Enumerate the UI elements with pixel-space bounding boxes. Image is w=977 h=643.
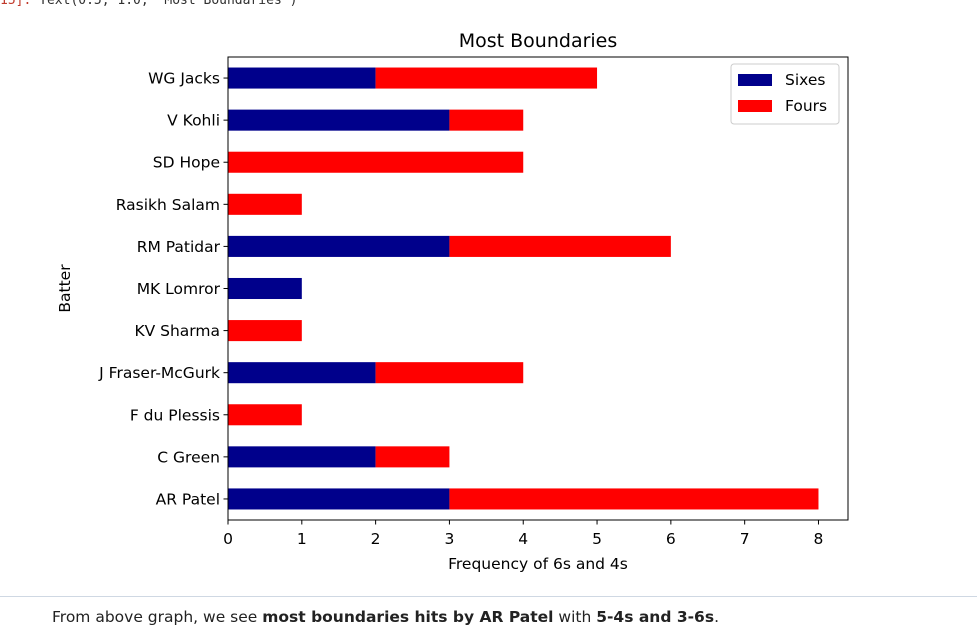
y-axis-label: Batter <box>56 264 74 313</box>
caption-bold-1: most boundaries hits by AR Patel <box>262 608 554 626</box>
x-tick-label-1: 1 <box>297 530 307 548</box>
y-tick-label-ar-patel: AR Patel <box>156 490 220 508</box>
y-tick-label-rm-patidar: RM Patidar <box>137 238 221 256</box>
y-tick-label-c-green: C Green <box>157 448 220 466</box>
bar-sixes-mk-lomror <box>228 277 302 300</box>
bar-fours-v-kohli <box>449 109 524 131</box>
bar-fours-rasikh-salam <box>228 193 302 215</box>
output-prompt: 15]: <box>0 0 32 8</box>
caption-suffix: . <box>714 608 719 626</box>
caption-bold-2: 5-4s and 3-6s <box>596 608 715 626</box>
chart-title: Most Boundaries <box>459 30 618 52</box>
output-text: Text(0.5, 1.0, 'Most Boundaries') <box>39 0 298 8</box>
y-tick-label-f-du-plessis: F du Plessis <box>130 406 220 424</box>
bar-fours-j-fraser-mcgurk <box>375 362 524 384</box>
x-tick-label-6: 6 <box>666 530 676 548</box>
bar-sixes-wg-jacks <box>228 67 376 89</box>
y-tick-label-rasikh-salam: Rasikh Salam <box>116 196 220 214</box>
stacked-bar-chart: AR Patel C Green F du Plessis J Fraser-McGu… <box>56 30 849 573</box>
bar-sixes-ar-patel <box>228 488 450 510</box>
bar-fours-ar-patel <box>449 488 819 510</box>
y-tick-label-kv-sharma: KV Sharma <box>134 322 220 340</box>
y-tick-label-sd-hope: SD Hope <box>153 154 220 172</box>
x-tick-label-8: 8 <box>814 530 824 548</box>
bar-fours-rm-patidar <box>449 235 671 257</box>
separator-line <box>0 596 977 597</box>
y-tick-label-v-kohli: V Kohli <box>167 112 220 130</box>
x-tick-label-3: 3 <box>444 530 454 548</box>
legend-label-sixes: Sixes <box>785 71 825 89</box>
caption: From above graph, we see most boundaries… <box>52 608 719 626</box>
bar-fours-c-green <box>375 446 450 468</box>
x-tick-label-0: 0 <box>223 530 233 548</box>
legend-swatch-sixes <box>738 74 772 86</box>
y-tick-label-wg-jacks: WG Jacks <box>148 70 220 88</box>
x-tick-label-4: 4 <box>518 530 528 548</box>
caption-prefix: From above graph, we see <box>52 608 263 626</box>
bar-fours-wg-jacks <box>375 67 598 89</box>
bar-fours-kv-sharma <box>228 320 302 342</box>
y-tick-label-j-fraser-mcgurk: J Fraser-McGurk <box>98 364 220 382</box>
bar-sixes-c-green <box>228 446 376 468</box>
legend-label-fours: Fours <box>785 97 827 115</box>
bar-sixes-v-kohli <box>228 109 450 131</box>
x-axis-label: Frequency of 6s and 4s <box>448 555 628 573</box>
bar-fours-sd-hope <box>228 151 524 173</box>
x-tick-label-7: 7 <box>740 530 750 548</box>
x-tick-label-5: 5 <box>592 530 602 548</box>
output-prompt-line: 15]: Text(0.5, 1.0, 'Most Boundaries') <box>0 0 298 8</box>
bar-sixes-j-fraser-mcgurk <box>228 362 376 384</box>
y-tick-label-mk-lomror: MK Lomror <box>137 280 221 298</box>
bar-fours-f-du-plessis <box>228 404 302 426</box>
x-tick-label-2: 2 <box>371 530 381 548</box>
bar-sixes-rm-patidar <box>228 235 450 257</box>
legend-swatch-fours <box>738 100 772 112</box>
caption-middle: with <box>553 608 597 626</box>
